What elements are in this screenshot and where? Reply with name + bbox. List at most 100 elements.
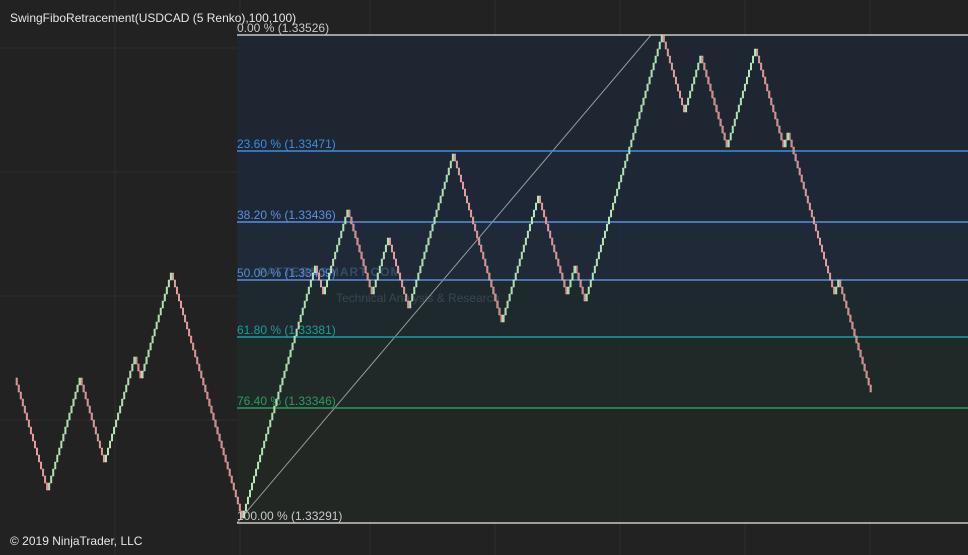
down-brick (575, 265, 578, 274)
level-band (237, 408, 968, 523)
up-brick (585, 293, 588, 302)
up-brick (693, 76, 696, 85)
up-brick (163, 293, 166, 302)
down-brick (555, 251, 558, 260)
up-brick (735, 111, 738, 120)
down-brick (366, 272, 369, 281)
down-brick (82, 384, 85, 393)
up-brick (591, 272, 594, 281)
down-brick (472, 216, 475, 225)
up-brick (528, 223, 531, 232)
up-brick (411, 293, 414, 302)
down-brick (194, 349, 197, 358)
up-brick (165, 286, 168, 295)
up-brick (421, 258, 424, 267)
down-brick (713, 97, 716, 106)
up-brick (157, 314, 160, 323)
down-brick (701, 55, 704, 64)
down-brick (790, 139, 793, 148)
down-brick (683, 104, 686, 113)
down-brick (44, 475, 47, 484)
down-brick (27, 419, 30, 428)
down-brick (236, 496, 239, 505)
up-brick (273, 405, 276, 414)
up-brick (293, 335, 296, 344)
up-brick (123, 391, 126, 400)
up-brick (429, 230, 432, 239)
up-brick (68, 412, 71, 421)
down-brick (494, 293, 497, 302)
down-brick (96, 433, 99, 442)
down-brick (364, 265, 367, 274)
down-brick (393, 251, 395, 260)
down-brick (86, 398, 89, 407)
up-brick (741, 90, 744, 99)
down-brick (772, 104, 775, 113)
down-brick (220, 440, 223, 449)
up-brick (326, 279, 329, 288)
level-band (237, 337, 968, 408)
down-brick (583, 293, 586, 302)
down-brick (488, 272, 491, 281)
level-label: 100.00 % (1.33291) (237, 509, 342, 523)
down-brick (100, 447, 103, 456)
down-brick (770, 97, 773, 106)
up-brick (449, 160, 452, 169)
down-brick (175, 286, 178, 295)
down-brick (350, 216, 353, 225)
fib-levels: 0.00 % (1.33526) 23.60 % (1.33471) 38.20 %… (237, 21, 968, 524)
up-brick (380, 258, 383, 267)
up-brick (622, 167, 625, 176)
up-brick (336, 244, 339, 253)
down-brick (839, 279, 842, 288)
up-brick (131, 363, 134, 372)
down-brick (707, 76, 710, 85)
up-brick (265, 433, 268, 442)
down-brick (42, 468, 45, 477)
up-brick (378, 265, 381, 274)
down-brick (171, 272, 174, 281)
up-brick (646, 83, 649, 92)
down-brick (581, 286, 584, 295)
down-brick (208, 398, 211, 407)
down-brick (240, 510, 243, 519)
up-brick (439, 195, 442, 204)
down-brick (34, 440, 36, 449)
up-brick (697, 62, 700, 71)
down-brick (348, 209, 351, 218)
down-brick (397, 265, 400, 274)
up-brick (169, 272, 172, 281)
down-brick (212, 412, 215, 421)
down-brick (459, 174, 462, 183)
up-brick (52, 468, 55, 477)
down-brick (843, 293, 846, 302)
up-brick (535, 202, 537, 211)
up-brick (289, 349, 292, 358)
level-band (237, 35, 968, 151)
up-brick (255, 468, 258, 477)
down-brick (855, 335, 858, 344)
up-brick (344, 216, 347, 225)
up-brick (752, 55, 755, 64)
down-brick (679, 90, 681, 99)
down-brick (476, 230, 479, 239)
down-brick (352, 223, 355, 232)
down-brick (464, 188, 466, 197)
up-brick (242, 510, 245, 519)
up-brick (508, 293, 511, 302)
up-brick (642, 97, 645, 106)
down-brick (202, 377, 205, 386)
up-brick (614, 195, 617, 204)
down-brick (810, 209, 813, 218)
up-brick (328, 272, 331, 281)
down-brick (25, 412, 28, 421)
up-brick (502, 314, 505, 323)
up-brick (573, 265, 576, 274)
down-brick (831, 279, 834, 288)
up-brick (340, 230, 343, 239)
up-brick (784, 139, 787, 148)
down-brick (804, 188, 807, 197)
down-brick (802, 181, 805, 190)
down-brick (188, 328, 191, 337)
